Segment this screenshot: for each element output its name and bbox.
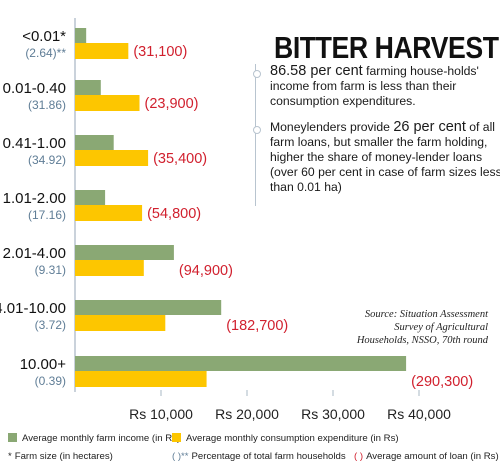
legend-farm-size: * Farm size (in hectares) — [8, 451, 113, 462]
legend-expenditure-label: Average monthly consumption expenditure … — [186, 433, 399, 444]
note-loans-text: of all farm loans, but smaller the farm … — [270, 119, 500, 195]
household-share-label: (9.31) — [35, 263, 66, 277]
legend-row-2: * Farm size (in hectares) ( )** Percentage… — [8, 451, 499, 462]
category-label: <0.01* — [22, 28, 66, 45]
x-tick-label: Rs 20,000 — [215, 406, 279, 422]
income-bar — [75, 80, 101, 95]
legend-share-label: Percentage of total farm households — [191, 451, 346, 462]
legend-share-symbol: ( )** — [172, 451, 189, 462]
household-share-label: (0.39) — [35, 374, 66, 388]
source-line-2: Survey of Agricultural — [394, 322, 488, 333]
legend-farm-size-label: Farm size (in hectares) — [14, 451, 113, 462]
loan-amount-label: (35,400) — [153, 151, 207, 167]
source-line-3: Households, NSSO, 70th round — [356, 335, 488, 346]
income-bar — [75, 190, 106, 205]
chart-title: BITTER HARVEST — [274, 30, 499, 65]
household-share-label: (17.16) — [28, 208, 66, 222]
expenditure-bar — [75, 371, 207, 387]
income-bar — [75, 245, 174, 260]
note-income-text: farming house-holds' income from farm is… — [270, 64, 479, 109]
expenditure-bar — [75, 150, 149, 166]
expenditure-bar — [75, 260, 144, 276]
loan-amount-label: (290,300) — [411, 374, 473, 390]
income-bar — [75, 135, 114, 150]
household-share-label: (3.72) — [35, 318, 66, 332]
legend-farm-size-symbol: * — [8, 451, 12, 462]
household-share-label: (2.64)** — [25, 46, 66, 60]
legend-loan: ( ) Average amount of loan (in Rs) — [354, 451, 499, 462]
note-moneylenders: Moneylenders provide 26 per cent of all … — [253, 118, 500, 196]
legend-row-1: Average monthly farm income (in Rs) Aver… — [8, 433, 399, 444]
loan-amount-label: (23,900) — [145, 96, 199, 112]
x-tick-label: Rs 40,000 — [387, 406, 451, 422]
category-label: 0.01-0.40 — [3, 80, 66, 97]
category-label: 1.01-2.00 — [3, 190, 66, 207]
legend-income-swatch — [8, 433, 17, 442]
category-label: 4.01-10.00 — [0, 300, 66, 317]
legend-expenditure: Average monthly consumption expenditure … — [172, 433, 399, 444]
household-share-label: (34.92) — [28, 153, 66, 167]
category-label: 2.01-4.00 — [3, 245, 66, 262]
note-loans-lead: 26 per cent — [393, 118, 466, 135]
loan-amount-label: (31,100) — [133, 44, 187, 60]
expenditure-bar — [75, 315, 166, 331]
notes-panel: 86.58 per cent farming house-holds' inco… — [253, 63, 500, 206]
legend-income: Average monthly farm income (in Rs) — [8, 433, 180, 444]
note-income: 86.58 per cent farming house-holds' inco… — [253, 63, 500, 110]
category-label: 0.41-1.00 — [3, 135, 66, 152]
note-income-lead: 86.58 per cent — [270, 63, 363, 79]
expenditure-bar — [75, 43, 129, 59]
x-tick-label: Rs 10,000 — [129, 406, 193, 422]
source-note: Source: Situation Assessment Survey of A… — [298, 308, 488, 347]
x-tick-label: Rs 30,000 — [301, 406, 365, 422]
income-bar — [75, 356, 407, 371]
note-loans-prefix: Moneylenders provide — [270, 119, 394, 134]
legend-loan-label: Average amount of loan (in Rs) — [366, 451, 499, 462]
loan-amount-label: (182,700) — [226, 318, 288, 334]
legend-income-label: Average monthly farm income (in Rs) — [22, 433, 181, 444]
legend-expenditure-swatch — [172, 433, 181, 442]
loan-amount-label: (94,900) — [179, 263, 233, 279]
income-bar — [75, 300, 222, 315]
expenditure-bar — [75, 95, 140, 111]
legend-share: ( )** Percentage of total farm households — [172, 451, 346, 462]
household-share-label: (31.86) — [28, 98, 66, 112]
income-bar — [75, 28, 87, 43]
legend-loan-symbol: ( ) — [354, 451, 364, 462]
loan-amount-label: (54,800) — [147, 206, 201, 222]
expenditure-bar — [75, 205, 143, 221]
category-label: 10.00+ — [20, 356, 67, 373]
source-line-1: Source: Situation Assessment — [364, 309, 488, 320]
